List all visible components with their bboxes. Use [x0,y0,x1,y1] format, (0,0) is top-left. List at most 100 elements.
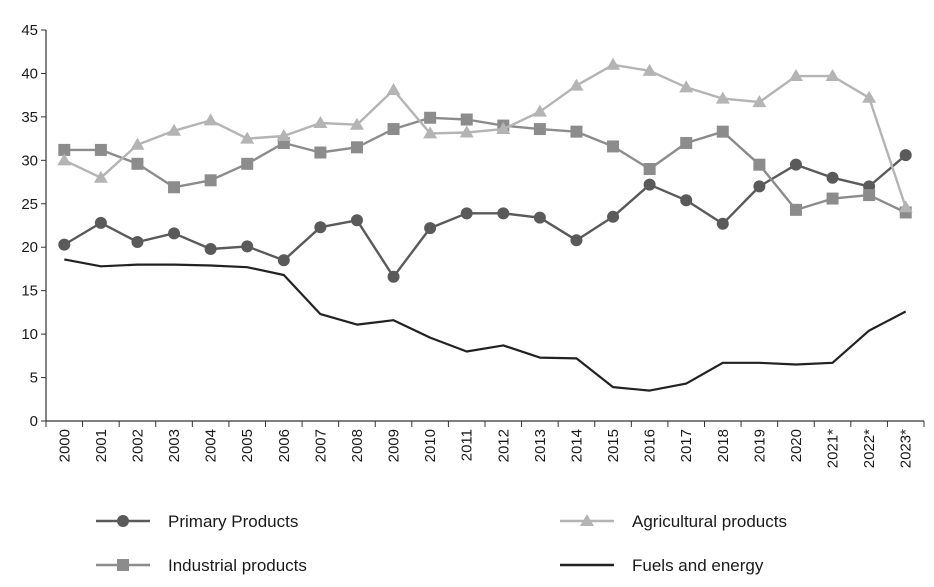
data-point-primary-products [460,207,473,220]
data-point-industrial-products [131,157,144,170]
data-point-agricultural-products [642,63,657,76]
x-tick-label: 2015 [605,429,622,462]
x-tick-label: 2021* [825,429,842,468]
data-point-industrial-products [863,189,876,202]
series-line-agricultural-products [63,63,907,208]
data-point-agricultural-products [313,115,328,128]
data-point-industrial-products [607,140,620,153]
data-point-agricultural-products [496,122,511,135]
y-tick-label: 45 [21,22,38,39]
data-point-agricultural-products [167,123,182,136]
data-point-agricultural-products [276,129,291,142]
data-point-primary-products [607,210,620,223]
data-point-primary-products [716,217,729,230]
y-tick-label: 0 [30,413,38,430]
data-point-primary-products [350,214,363,227]
data-point-primary-products [168,227,181,240]
data-point-agricultural-products [532,104,547,117]
data-point-agricultural-products [240,131,255,144]
y-tick-label: 10 [21,326,38,343]
data-point-industrial-products [387,123,400,136]
legend: Primary Products Industrial products Agric… [96,512,787,575]
x-tick-label: 2004 [203,429,220,462]
x-tick-label: 2008 [349,429,366,462]
y-tick-label: 25 [21,196,38,213]
legend-marker [117,559,129,571]
series-line-industrial-products [64,116,907,214]
x-tick-label: 2010 [422,429,439,462]
data-point-primary-products [826,171,839,184]
data-point-industrial-products [533,123,546,136]
legend-label: Industrial products [168,556,307,575]
legend-item-fuels-and-energy: Fuels and energy [560,556,764,575]
data-point-agricultural-products [57,153,72,166]
data-point-agricultural-products [203,113,218,126]
x-tick-label: 2000 [56,429,73,462]
x-tick-label: 2013 [532,429,549,462]
data-point-industrial-products [424,111,437,124]
data-point-industrial-products [94,143,107,156]
data-point-agricultural-products [93,170,108,183]
data-point-primary-products [570,234,583,247]
data-point-agricultural-products [423,126,438,139]
data-point-primary-products [204,242,217,255]
data-point-agricultural-products [788,69,803,82]
data-point-primary-products [789,158,802,171]
data-point-industrial-products [826,192,839,205]
x-tick-label: 2023* [898,429,915,468]
x-tick-label: 2005 [239,429,256,462]
x-tick-label: 2001 [93,429,110,462]
data-point-primary-products [899,149,912,162]
data-point-industrial-products [643,163,656,176]
data-point-industrial-products [680,136,693,149]
x-tick-label: 2014 [568,429,585,462]
data-point-primary-products [680,194,693,207]
data-point-primary-products [94,216,107,229]
data-point-industrial-products [460,113,473,126]
legend-marker [580,514,594,526]
x-tick-label: 2003 [166,429,183,462]
y-tick-label: 20 [21,239,38,256]
y-tick-label: 35 [21,109,38,126]
data-point-industrial-products [204,174,217,187]
data-point-industrial-products [716,125,729,138]
x-tick-label: 2012 [495,429,512,462]
axes: 0 5 10 15 20 25 30 35 40 45 2000 2001 2002 2003 2004 20… [21,22,925,468]
x-tick-label: 2020 [788,429,805,462]
data-point-industrial-products [350,141,363,154]
data-point-agricultural-products [606,57,621,70]
legend-label: Primary Products [168,512,298,531]
data-point-primary-products [277,254,290,267]
data-point-agricultural-products [349,117,364,130]
data-point-agricultural-products [715,91,730,104]
y-tick-label: 30 [21,152,38,169]
data-point-industrial-products [168,181,181,194]
x-tick-label: 2017 [678,429,695,462]
data-point-industrial-products [789,203,802,216]
legend-marker [117,515,129,527]
x-tick-label: 2002 [129,429,146,462]
data-point-primary-products [241,240,254,253]
data-point-agricultural-products [752,95,767,108]
data-point-primary-products [643,178,656,191]
x-tick-label: 2019 [751,429,768,462]
legend-item-primary-products: Primary Products [96,512,298,531]
series-agricultural-products [57,57,913,213]
data-point-primary-products [497,207,510,220]
data-point-agricultural-products [862,90,877,103]
data-point-agricultural-products [679,80,694,93]
data-point-primary-products [387,270,400,283]
legend-label: Agricultural products [632,512,787,531]
series-line-primary-products [63,154,907,278]
data-point-primary-products [58,238,71,251]
series-primary-products [58,149,912,283]
series-line-fuels-and-energy [64,258,907,392]
series-layer [57,57,913,392]
data-point-industrial-products [753,158,766,171]
data-point-industrial-products [570,125,583,138]
data-point-agricultural-products [130,137,145,150]
data-point-agricultural-products [825,69,840,82]
legend-item-industrial-products: Industrial products [96,556,307,575]
x-tick-label: 2009 [386,429,403,462]
